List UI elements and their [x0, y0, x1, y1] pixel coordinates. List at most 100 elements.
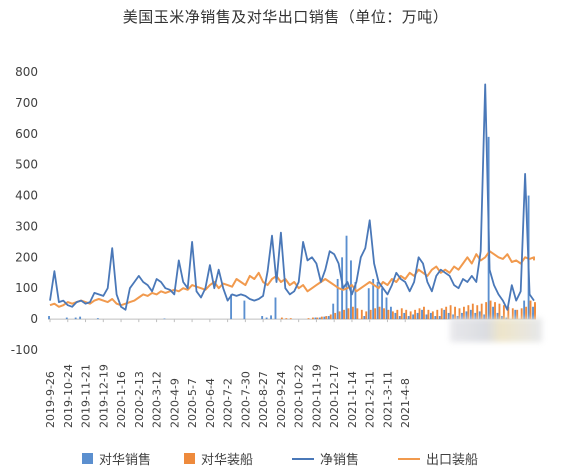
- china-shipments-bar: [529, 300, 532, 320]
- china-shipments-bar: [391, 311, 394, 320]
- china-shipments-bar: [387, 309, 390, 320]
- legend-label-china-shipments: 对华装船: [201, 453, 254, 468]
- china-sales-bar: [425, 314, 428, 320]
- china-sales-bar: [438, 316, 441, 320]
- china-sales-bar: [79, 316, 82, 320]
- blurred-watermark: [450, 318, 542, 342]
- china-sales-bar: [447, 312, 450, 320]
- y-axis: 800 700 600 500 400 300 200 100 0 -100: [11, 65, 38, 357]
- china-shipments-bar: [356, 308, 359, 320]
- x-tick-label: 2020-7-2: [222, 378, 235, 428]
- china-sales-bar: [265, 317, 268, 320]
- china-sales-bar: [443, 309, 446, 320]
- china-shipments-bar: [498, 303, 501, 320]
- china-shipments-bar: [462, 306, 465, 320]
- china-shipments-bar: [516, 309, 519, 320]
- legend-swatch-china-sales: [82, 453, 93, 464]
- china-shipments-bar: [329, 314, 332, 320]
- y-tick-label: 100: [15, 281, 38, 295]
- china-sales-bar: [492, 306, 494, 320]
- china-sales-bar: [243, 300, 246, 320]
- y-tick-label: 600: [15, 127, 38, 141]
- china-sales-bar: [407, 316, 410, 320]
- china-sales-bar: [474, 312, 477, 320]
- china-shipments-bar: [405, 309, 408, 320]
- china-sales-bar: [412, 314, 415, 320]
- china-shipments-bar: [418, 308, 421, 320]
- x-tick-label: 2020-9-24: [275, 371, 288, 428]
- china-sales-bar: [367, 288, 370, 320]
- china-shipments-bar: [343, 309, 345, 320]
- china-sales-bar: [483, 314, 486, 320]
- china-sales-bar: [456, 316, 459, 320]
- export-shipments-line-group: [49, 250, 535, 308]
- y-tick-label: -100: [11, 343, 38, 357]
- china-sales-bar: [421, 309, 423, 320]
- x-tick-label: 2021-4-8: [399, 378, 412, 428]
- china-shipments-bar: [400, 308, 403, 320]
- china-shipments-bar: [467, 305, 470, 320]
- china-shipments-bar: [307, 318, 310, 320]
- china-sales-bar: [96, 318, 99, 320]
- legend-item-export-shipments: 出口装船: [398, 449, 478, 468]
- x-tick-label: 2020-3-12: [151, 371, 164, 428]
- x-tick-label: 2019-10-24: [62, 364, 75, 428]
- china-shipments-bar: [440, 308, 443, 320]
- china-sales-bar: [318, 317, 321, 320]
- x-tick-label: 2020-12-17: [328, 364, 341, 428]
- china-sales-bar: [270, 315, 272, 320]
- china-sales-bars: [48, 136, 534, 320]
- export-shipments-line: [49, 250, 535, 308]
- china-sales-bar: [65, 317, 68, 320]
- china-shipments-bar: [520, 308, 523, 320]
- china-sales-bar: [523, 300, 526, 320]
- legend-label-export-shipments: 出口装船: [426, 453, 479, 468]
- x-tick-label: 2020-4-9: [168, 378, 181, 428]
- china-sales-bar: [532, 314, 534, 320]
- china-shipments-bar: [436, 309, 439, 320]
- china-sales-bar: [354, 282, 357, 320]
- china-sales-bar: [394, 312, 397, 320]
- china-sales-bar: [390, 306, 392, 320]
- china-shipments-bar: [409, 311, 412, 320]
- china-shipments-bar: [334, 312, 337, 320]
- china-sales-bar: [416, 312, 419, 320]
- x-tick-label: 2019-9-26: [44, 371, 57, 428]
- china-shipments-bar: [454, 306, 456, 320]
- x-tick-label: 2021-2-11: [364, 371, 377, 428]
- china-shipments-bar: [423, 306, 425, 320]
- net-sales-line-group: [49, 83, 535, 311]
- china-sales-bar: [230, 294, 233, 320]
- china-shipments-bar: [396, 309, 399, 320]
- china-shipments-bar: [320, 316, 323, 320]
- china-shipments-bar: [369, 309, 372, 320]
- china-shipments-bar: [374, 308, 377, 320]
- chart-legend: 对华销售 对华装船 净销售 出口装船: [0, 449, 571, 471]
- china-shipments-bar: [347, 308, 350, 320]
- chart-title: 美国玉米净销售及对华出口销售（单位：万吨）: [122, 8, 449, 26]
- y-tick-label: 800: [15, 65, 38, 79]
- x-axis: 2019-9-26 2019-10-24 2019-11-21 2019-12-19 2…: [44, 319, 412, 428]
- china-shipments-bar: [431, 311, 434, 320]
- china-shipments-bar: [383, 308, 385, 320]
- y-tick-label: 200: [15, 250, 38, 264]
- legend-item-net-sales: 净销售: [292, 449, 359, 468]
- x-tick-label: 2020-10-22: [293, 364, 306, 428]
- china-sales-bar: [429, 312, 432, 320]
- china-sales-bar: [363, 316, 366, 320]
- china-sales-bar: [327, 316, 330, 320]
- china-shipments-bar: [476, 305, 479, 320]
- china-shipments-bar: [285, 318, 288, 320]
- y-tick-label: 0: [30, 312, 38, 326]
- x-tick-label: 2019-11-21: [80, 364, 93, 428]
- x-tick-label: 2020-7-30: [239, 371, 252, 428]
- china-shipments-bar: [316, 317, 319, 320]
- china-shipments-bar: [414, 309, 417, 320]
- china-sales-bar: [274, 297, 277, 320]
- china-shipments-bar: [502, 305, 505, 320]
- china-shipments-bar: [494, 302, 496, 320]
- china-sales-bar: [398, 316, 401, 320]
- china-sales-bar: [469, 309, 472, 320]
- china-sales-bar: [323, 316, 326, 320]
